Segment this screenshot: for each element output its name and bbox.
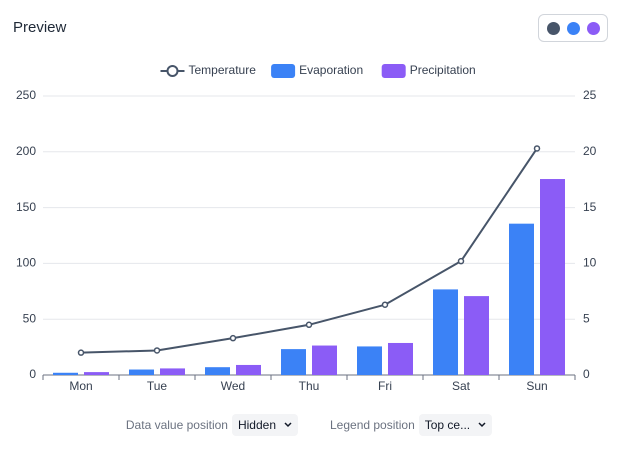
swatch[interactable] <box>566 21 580 35</box>
line-point <box>533 145 541 152</box>
control-label: Legend position <box>330 418 415 432</box>
legend-label: Precipitation <box>410 63 476 77</box>
legend-symbol <box>271 64 296 78</box>
bar <box>129 369 154 375</box>
bar <box>433 289 458 375</box>
select[interactable]: Hidden <box>231 414 298 436</box>
legend-label: Evaporation <box>299 63 363 77</box>
legend: Temperature Evaporation Precipitation <box>160 63 476 78</box>
y-tick-label: 150 <box>16 200 36 214</box>
select[interactable]: Top ce... <box>418 414 493 436</box>
line-point <box>305 321 313 329</box>
y-tick-label: 200 <box>16 144 36 158</box>
title: Preview <box>13 19 67 36</box>
legend-label: Temperature <box>189 63 257 77</box>
y2-tick-label: 5 <box>583 311 590 325</box>
bar <box>236 364 261 375</box>
bar <box>464 296 489 375</box>
control: Legend position Top ce... <box>330 414 493 436</box>
bar <box>281 349 306 375</box>
y-tick-label: 0 <box>29 367 36 381</box>
bar <box>509 223 534 375</box>
controls: Data value position Hidden Legend position… <box>0 414 618 436</box>
x-tick-label: Thu <box>299 379 320 393</box>
x-tick-label: Tue <box>147 379 168 393</box>
select-value: Hidden <box>237 418 276 432</box>
y2-tick-label: 15 <box>583 200 597 214</box>
line-point <box>153 347 161 354</box>
bar <box>540 179 565 375</box>
color-theme-picker[interactable] <box>538 14 608 42</box>
bar <box>160 368 185 375</box>
line-point <box>77 349 85 356</box>
y2-tick-label: 25 <box>583 88 597 102</box>
x-tick-label: Wed <box>221 379 245 393</box>
chevron <box>478 422 486 428</box>
y2-tick-label: 20 <box>583 144 597 158</box>
line-point <box>229 334 237 342</box>
line-point <box>381 301 389 308</box>
select-value: Top ce... <box>424 418 471 432</box>
chart: 0 50 100 150 200 250 0 5 10 15 20 25 Mon Tue Wed Thu Fri… <box>16 63 597 393</box>
bar <box>205 367 230 375</box>
x-tick-label: Sun <box>526 379 547 393</box>
chevron <box>284 422 292 428</box>
legend-symbol <box>381 64 406 78</box>
x-tick-label: Sat <box>452 379 471 393</box>
y-tick-label: 100 <box>16 256 36 270</box>
bar <box>84 372 109 375</box>
swatch[interactable] <box>546 21 560 35</box>
y-tick-label: 250 <box>16 88 36 102</box>
x-tick-label: Mon <box>69 379 92 393</box>
bar <box>53 372 78 375</box>
bar <box>357 346 382 375</box>
chevron-path <box>284 422 292 428</box>
bar <box>388 342 413 375</box>
y2-tick-label: 10 <box>583 256 597 270</box>
swatch[interactable] <box>586 21 600 35</box>
control-label: Data value position <box>125 418 228 432</box>
y-tick-label: 50 <box>23 311 37 325</box>
y2-tick-label: 0 <box>583 367 590 381</box>
bar <box>312 345 337 375</box>
chevron-path <box>478 422 486 428</box>
legend-symbol <box>166 65 179 77</box>
x-tick-label: Fri <box>378 379 392 393</box>
control: Data value position Hidden <box>126 414 298 436</box>
line-point <box>457 257 465 265</box>
